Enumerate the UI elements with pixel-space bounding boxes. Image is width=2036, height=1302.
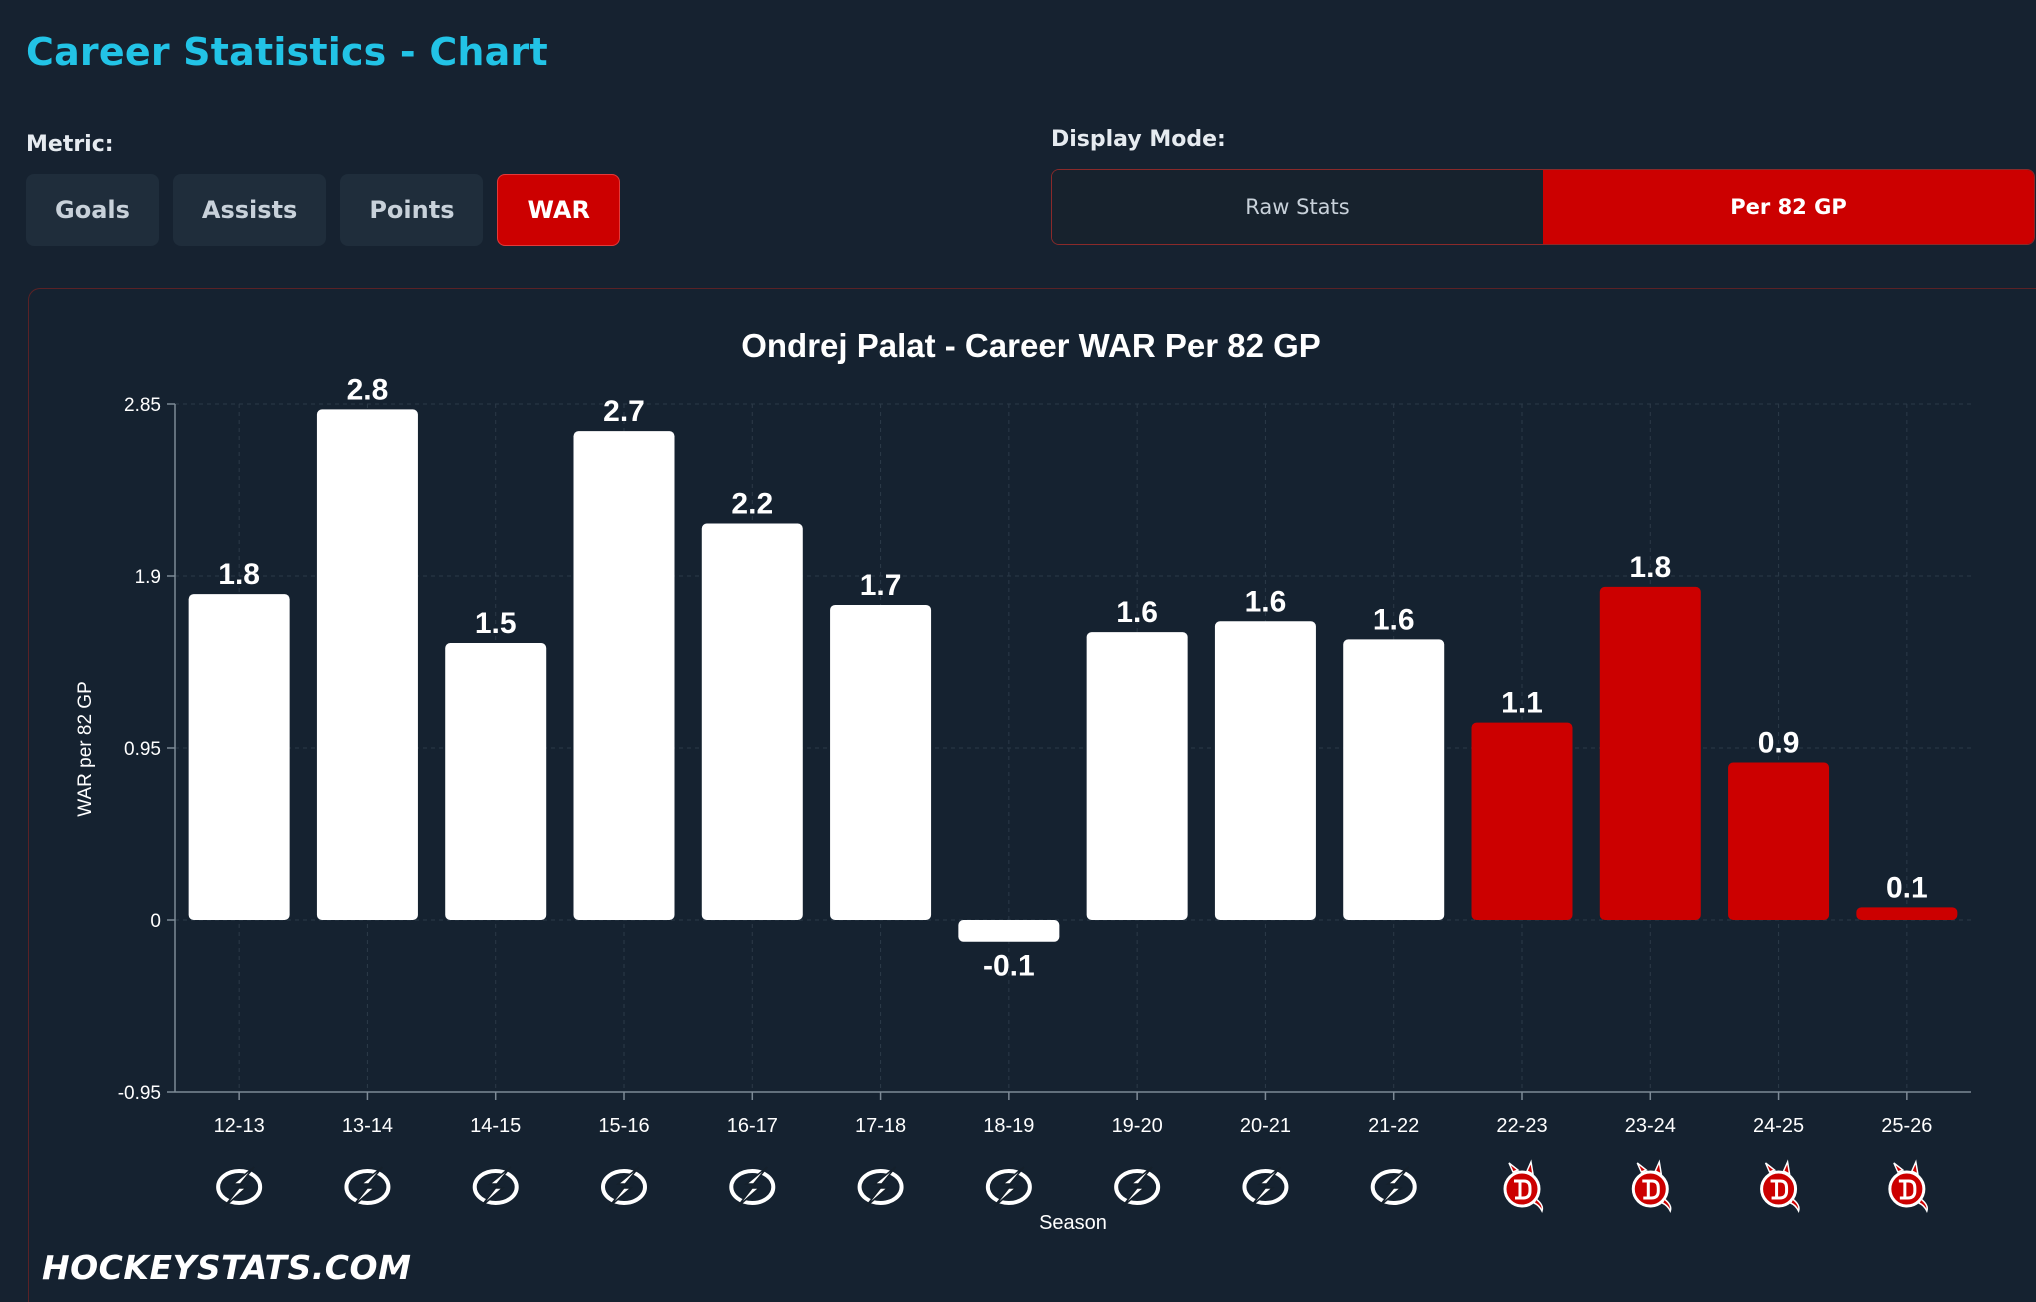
bar-value-label: 1.7 (860, 569, 902, 602)
metric-selector: Goals Assists Points WAR (26, 174, 620, 246)
bar-value-label: 2.7 (603, 395, 645, 428)
bar-value-label: 1.6 (1373, 603, 1415, 636)
devils-icon (1631, 1160, 1673, 1213)
raw-stats-button[interactable]: Raw Stats (1052, 170, 1543, 244)
bar-18-19[interactable] (958, 920, 1060, 942)
y-tick-label: 0 (150, 911, 161, 932)
lightning-bolt-icon (344, 1165, 391, 1209)
metric-goals-button[interactable]: Goals (26, 174, 159, 246)
x-axis-label: Season (1039, 1212, 1107, 1234)
x-tick-label: 14-15 (470, 1115, 521, 1137)
bar-value-label: 1.5 (475, 607, 517, 640)
bar-value-label: 1.1 (1501, 687, 1543, 720)
bar-value-label: 2.2 (731, 487, 773, 520)
x-tick-label: 22-23 (1496, 1115, 1547, 1137)
devils-icon (1888, 1160, 1929, 1213)
lightning-bolt-icon (601, 1165, 647, 1209)
bar-12-13[interactable] (188, 594, 290, 920)
x-tick-label: 25-26 (1881, 1115, 1932, 1137)
bar-24-25[interactable] (1728, 762, 1830, 920)
bar-value-label: 1.8 (218, 558, 260, 591)
y-tick-label: 0.95 (124, 739, 161, 760)
chart-title: Ondrej Palat - Career WAR Per 82 GP (741, 327, 1321, 364)
bar-value-label: 0.1 (1886, 871, 1928, 904)
x-tick-label: 24-25 (1753, 1115, 1804, 1137)
display-mode-toggle: Raw Stats Per 82 GP (1051, 169, 2035, 245)
x-tick-label: 18-19 (983, 1115, 1034, 1137)
x-tick-label: 16-17 (727, 1115, 778, 1137)
bar-23-24[interactable] (1599, 586, 1701, 920)
y-tick-label: 1.9 (135, 567, 161, 588)
y-tick-label: -0.95 (118, 1083, 161, 1104)
bar-16-17[interactable] (701, 523, 803, 920)
bar-17-18[interactable] (830, 604, 932, 920)
bar-value-label: 0.9 (1758, 726, 1800, 759)
y-axis-label: WAR per 82 GP (75, 681, 96, 817)
bar-value-label: 1.6 (1245, 585, 1287, 618)
bar-19-20[interactable] (1086, 632, 1188, 920)
y-tick-label: 2.85 (124, 395, 161, 416)
bar-value-label: 1.8 (1629, 551, 1671, 584)
page-title: Career Statistics - Chart (26, 30, 548, 74)
x-tick-label: 19-20 (1112, 1115, 1163, 1137)
bar-21-22[interactable] (1343, 639, 1445, 920)
metric-assists-button[interactable]: Assists (172, 174, 327, 246)
metric-label: Metric: (26, 132, 114, 157)
bar-value-label: 2.8 (347, 373, 389, 406)
per-82-gp-button[interactable]: Per 82 GP (1543, 170, 2034, 244)
site-watermark: HOCKEYSTATS.COM (42, 1248, 412, 1287)
bar-15-16[interactable] (573, 431, 675, 920)
bar-25-26[interactable] (1856, 907, 1958, 920)
bar-value-label: 1.6 (1116, 596, 1158, 629)
devils-icon (1503, 1160, 1544, 1213)
bar-22-23[interactable] (1471, 722, 1573, 920)
metric-war-button[interactable]: WAR (497, 174, 620, 246)
x-tick-label: 17-18 (855, 1115, 906, 1137)
lightning-bolt-icon (1114, 1165, 1161, 1209)
x-tick-label: 21-22 (1368, 1115, 1419, 1137)
devils-icon (1760, 1160, 1801, 1213)
x-tick-label: 20-21 (1240, 1115, 1291, 1137)
bar-chart: 1.8 2.8 1.5 2.7 2.2 1.7 -0.1 1.6 1.6 1.6 1.1 1.8 0.9… (75, 327, 1971, 1234)
chart-panel: 1.8 2.8 1.5 2.7 2.2 1.7 -0.1 1.6 1.6 1.6 1.1 1.8 0.9… (28, 288, 2036, 1302)
lightning-bolt-icon (1370, 1165, 1417, 1209)
lightning-bolt-icon (472, 1165, 519, 1209)
lightning-bolt-icon (985, 1165, 1032, 1209)
bar-13-14[interactable] (316, 409, 418, 920)
lightning-bolt-icon (729, 1165, 776, 1209)
x-tick-label: 23-24 (1625, 1115, 1676, 1137)
lightning-bolt-icon (1242, 1165, 1289, 1209)
bar-value-label: -0.1 (983, 950, 1035, 983)
lightning-bolt-icon (857, 1165, 904, 1209)
metric-points-button[interactable]: Points (340, 174, 484, 246)
display-mode-label: Display Mode: (1051, 127, 1226, 152)
bar-14-15[interactable] (445, 642, 547, 920)
x-tick-label: 12-13 (214, 1115, 265, 1137)
x-tick-label: 13-14 (342, 1115, 393, 1137)
lightning-bolt-icon (216, 1165, 263, 1209)
bar-20-21[interactable] (1214, 621, 1316, 920)
x-tick-label: 15-16 (598, 1115, 649, 1137)
